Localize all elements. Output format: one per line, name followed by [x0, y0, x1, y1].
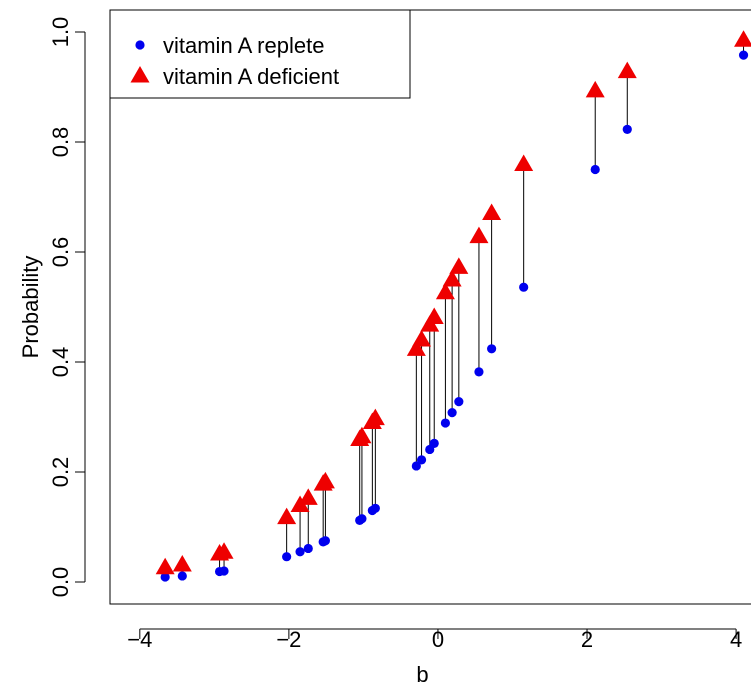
y-axis-title: Probability — [18, 256, 43, 359]
point-replete — [282, 552, 292, 562]
point-deficient — [585, 80, 605, 98]
point-replete — [447, 408, 457, 418]
point-replete — [411, 461, 421, 471]
point-deficient — [172, 554, 192, 572]
point-deficient — [435, 282, 455, 300]
point-replete — [295, 547, 305, 557]
point-replete — [320, 536, 331, 546]
point-deficient — [155, 557, 175, 575]
legend-marker-deficient — [130, 66, 150, 83]
point-replete — [454, 397, 464, 407]
point-replete — [160, 572, 170, 582]
point-replete — [357, 514, 367, 524]
x-tick-label: −4 — [127, 627, 152, 652]
x-tick-label: 4 — [730, 627, 742, 652]
point-deficient — [514, 154, 534, 172]
point-deficient — [277, 507, 297, 525]
legend-label-replete: vitamin A replete — [163, 33, 324, 58]
point-deficient — [617, 61, 637, 79]
point-replete — [622, 124, 632, 134]
point-deficient — [315, 471, 335, 489]
point-replete — [370, 503, 380, 513]
point-replete — [429, 438, 439, 448]
point-replete — [303, 543, 313, 554]
point-deficient — [365, 408, 385, 426]
x-tick-label: 0 — [432, 627, 444, 652]
point-deficient — [424, 307, 444, 324]
point-replete — [474, 367, 484, 377]
y-tick-label: 1.0 — [48, 17, 73, 48]
point-replete — [440, 418, 451, 428]
point-deficient — [352, 426, 372, 444]
x-tick-label: −2 — [276, 627, 301, 652]
y-tick-label: 0.4 — [48, 347, 73, 378]
point-replete — [738, 50, 749, 60]
point-replete — [519, 282, 529, 292]
legend-box — [109, 9, 411, 99]
y-tick-label: 0.6 — [48, 237, 73, 268]
point-replete — [219, 566, 229, 576]
point-deficient — [734, 30, 751, 47]
point-deficient — [214, 542, 234, 559]
point-replete — [177, 571, 187, 581]
x-axis-title: b — [416, 662, 428, 687]
point-deficient — [469, 226, 489, 244]
axes: b Probability −4 −2 0 2 4 0.0 0.2 0.4 0.6 0.8 1.0 — [18, 9, 751, 687]
point-deficient — [482, 203, 502, 220]
x-tick-label: 2 — [581, 627, 593, 652]
y-tick-label: 0.8 — [48, 127, 73, 158]
plot-frame — [109, 9, 751, 605]
point-deficient — [449, 257, 469, 274]
point-deficient — [412, 330, 432, 347]
point-deficient — [406, 339, 426, 356]
legend-marker-replete — [135, 40, 145, 50]
point-replete — [590, 164, 600, 175]
point-deficient — [298, 488, 318, 505]
legend-label-deficient: vitamin A deficient — [163, 64, 339, 89]
point-replete — [487, 344, 497, 354]
y-tick-label: 0.0 — [48, 567, 73, 598]
point-deficient — [442, 270, 462, 287]
y-tick-label: 0.2 — [48, 457, 73, 488]
point-replete — [416, 455, 427, 465]
plot-area — [155, 30, 751, 582]
legend: vitamin A replete vitamin A deficient — [109, 9, 411, 99]
